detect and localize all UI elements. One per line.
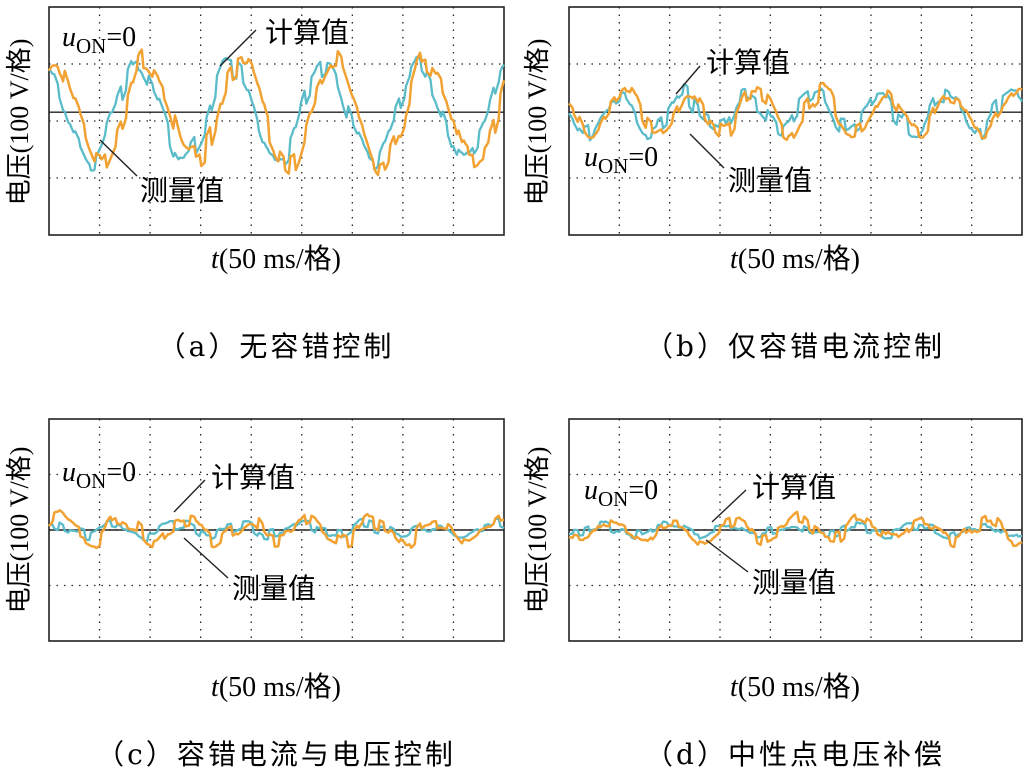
panel-c-series-calculated	[48, 509, 505, 550]
panel-c-series-measured	[48, 517, 505, 543]
panel-c-meas-label: 测量值	[232, 572, 316, 605]
panel-b-u-symbol: u	[584, 142, 598, 173]
panel-d-u-value: =0	[628, 475, 658, 506]
panel-b-caption: （b）仅容错电流控制	[645, 330, 945, 363]
panel-b-xlabel: t(50 ms/格)	[730, 243, 860, 275]
panel-c-frame	[48, 418, 505, 642]
panel-d-xlabel-t: t	[730, 672, 739, 703]
panel-b-series	[568, 81, 1023, 142]
panel-a-series-calculated	[47, 48, 506, 177]
panel-d-u-label: uON=0	[584, 475, 658, 511]
panel-b-series-measured	[568, 83, 1023, 142]
panel-b-calc-label: 计算值	[706, 46, 790, 79]
panel-a-frame	[48, 6, 505, 236]
panel-d-meas-leader	[705, 539, 749, 573]
panel-a-xlabel: t(50 ms/格)	[211, 243, 341, 275]
panel-c-calc-label: 计算值	[211, 461, 295, 494]
panel-a-calc-leader	[219, 29, 257, 67]
panel-d-u-symbol: u	[584, 475, 598, 506]
panel-a-xlabel-unit: (50 ms/格)	[219, 243, 341, 275]
panel-d-caption: （d）中性点电压补偿	[645, 738, 945, 771]
panel-a-u-value: =0	[106, 22, 136, 53]
panel-b-u-value: =0	[628, 142, 658, 173]
panel-d-frame	[568, 418, 1023, 642]
panel-c-xlabel-unit: (50 ms/格)	[219, 671, 341, 703]
panel-c-calc-leader	[173, 479, 206, 513]
panel-b-frame	[568, 6, 1023, 236]
panel-c-xlabel-t: t	[211, 672, 220, 703]
panel-a-u-label: uON=0	[62, 22, 136, 58]
panel-c-u-symbol: u	[62, 457, 76, 488]
panel-b-series-calculated	[568, 81, 1023, 141]
panel-a-meas-label: 测量值	[140, 174, 224, 207]
panel-b-ylabel: 电压(100 V/格)	[523, 39, 552, 206]
panel-c: 电压(100 V/格) t(50 ms/格) uON=0 计算值 测量值 （c）…	[5, 418, 505, 771]
panel-a-series	[47, 48, 506, 177]
panel-a-calc-label: 计算值	[265, 16, 349, 49]
panel-c-u-label: uON=0	[62, 457, 136, 493]
panel-b-meas-label: 测量值	[728, 164, 812, 197]
panel-d-xlabel: t(50 ms/格)	[730, 671, 860, 703]
panel-b-u-subscript: ON	[598, 154, 628, 178]
panel-d-xlabel-unit: (50 ms/格)	[738, 671, 860, 703]
panel-a-caption: （a）无容错控制	[158, 330, 395, 363]
panel-d-grid	[569, 419, 1022, 641]
panel-d-series	[568, 510, 1023, 549]
panel-b-xlabel-t: t	[730, 244, 739, 275]
panel-c-meas-leader	[183, 537, 229, 579]
panel-a: 电压(100 V/格) t(50 ms/格) uON=0 计算值 测量值 （a）…	[5, 6, 506, 363]
panel-b-meas-leader	[689, 133, 725, 169]
panel-a-u-subscript: ON	[76, 34, 106, 58]
panel-a-u-symbol: u	[62, 22, 76, 53]
panel-b-u-label: uON=0	[584, 142, 658, 178]
panel-d-meas-label: 测量值	[752, 566, 836, 599]
panel-d-series-calculated	[568, 510, 1023, 549]
panel-c-u-value: =0	[106, 457, 136, 488]
panel-c-u-subscript: ON	[76, 469, 106, 493]
panel-b: 电压(100 V/格) t(50 ms/格) uON=0 计算值 测量值 （b）…	[523, 6, 1023, 363]
panel-c-caption: （c）容错电流与电压控制	[96, 738, 456, 771]
panel-a-meas-leader	[99, 139, 138, 177]
panel-b-xlabel-unit: (50 ms/格)	[738, 243, 860, 275]
panel-d-series-measured	[569, 520, 1023, 541]
panel-b-calc-leader	[675, 65, 701, 95]
panel-d: 电压(100 V/格) t(50 ms/格) uON=0 计算值 测量值 （d）…	[523, 418, 1023, 771]
panel-c-ylabel: 电压(100 V/格)	[5, 447, 34, 614]
panel-d-calc-leader	[711, 489, 747, 523]
panel-c-series	[48, 509, 505, 550]
panel-d-calc-label: 计算值	[752, 471, 836, 504]
panel-c-xlabel: t(50 ms/格)	[211, 671, 341, 703]
panel-a-xlabel-t: t	[211, 244, 220, 275]
panel-d-ylabel: 电压(100 V/格)	[523, 447, 552, 614]
panel-d-u-subscript: ON	[598, 487, 628, 511]
panel-a-ylabel: 电压(100 V/格)	[5, 39, 34, 206]
